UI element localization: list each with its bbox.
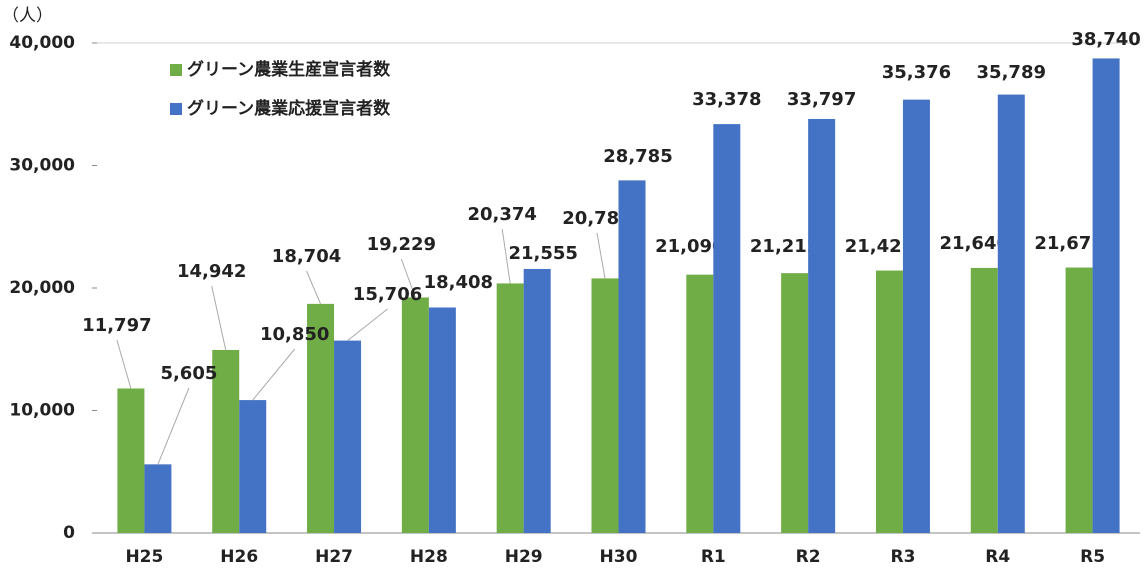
bar [902, 99, 930, 534]
legend-label: グリーン農業生産宣言者数 [187, 59, 391, 80]
leader-line [306, 270, 322, 305]
data-label: 33,378 [692, 89, 761, 110]
data-label: 15,706 [353, 284, 422, 305]
bar [212, 349, 240, 533]
x-tick-label: H29 [505, 547, 543, 567]
leader-line [596, 232, 606, 279]
bar [239, 400, 267, 533]
data-label: 21,090 [655, 236, 724, 257]
x-tick-label: H28 [410, 547, 448, 567]
data-label: 14,942 [177, 261, 246, 282]
x-tick-label: R3 [890, 547, 915, 567]
y-tick-label: 20,000 [9, 278, 75, 298]
x-tick-label: H30 [600, 547, 638, 567]
bar [1092, 58, 1120, 534]
x-tick-label: R2 [796, 547, 821, 567]
bar [781, 273, 809, 533]
data-label: 33,797 [787, 89, 856, 110]
data-label: 21,640 [940, 233, 1009, 254]
bar [307, 303, 335, 533]
y-tick-label: 10,000 [9, 401, 75, 421]
bar [808, 118, 836, 533]
bar [428, 307, 456, 533]
data-label: 38,740 [1071, 29, 1140, 50]
bar [496, 283, 524, 533]
bar [686, 274, 714, 533]
data-label: 21,212 [750, 236, 819, 257]
legend-label: グリーン農業応援宣言者数 [187, 98, 391, 119]
leader-line [400, 258, 416, 298]
bar [144, 464, 172, 533]
data-label: 28,785 [603, 146, 672, 167]
data-label: 35,789 [977, 62, 1046, 83]
x-tick-label: H26 [220, 547, 258, 567]
x-tick-label: R5 [1080, 547, 1105, 567]
bar [970, 267, 998, 533]
leader-line [211, 285, 227, 351]
leader-line [116, 339, 132, 389]
data-label: 11,797 [82, 315, 151, 336]
data-label: 21,671 [1034, 233, 1103, 254]
data-label: 10,850 [260, 324, 329, 345]
x-tick-label: H25 [125, 547, 163, 567]
bar [401, 297, 429, 533]
leader-line [501, 228, 511, 284]
y-tick-label: 30,000 [9, 156, 75, 176]
bar [713, 124, 741, 533]
legend-swatch [170, 103, 182, 115]
x-tick-label: R4 [985, 547, 1010, 567]
bar [523, 268, 551, 533]
leader-line [252, 348, 296, 401]
data-label: 20,784 [562, 208, 631, 229]
bar [117, 388, 145, 533]
bar [591, 278, 619, 533]
data-label: 21,425 [845, 236, 914, 257]
bar [875, 270, 903, 533]
data-label: 18,704 [272, 246, 341, 267]
bar [334, 340, 362, 533]
y-tick-label: 40,000 [9, 33, 75, 53]
data-label: 35,376 [882, 62, 951, 83]
data-label: 20,374 [467, 204, 536, 225]
unit-label: （人） [2, 6, 53, 26]
data-label: 18,408 [424, 272, 493, 293]
y-tick-label: 0 [63, 523, 75, 543]
x-tick-label: R1 [701, 547, 726, 567]
bar [1065, 267, 1093, 533]
x-tick-label: H27 [315, 547, 353, 567]
data-label: 19,229 [367, 234, 436, 255]
bar [618, 180, 646, 534]
legend-swatch [170, 64, 182, 76]
data-label: 21,555 [508, 243, 577, 264]
leader-line [347, 308, 388, 341]
data-label: 5,605 [160, 363, 217, 384]
bar [997, 94, 1025, 533]
leader-line [157, 387, 190, 465]
